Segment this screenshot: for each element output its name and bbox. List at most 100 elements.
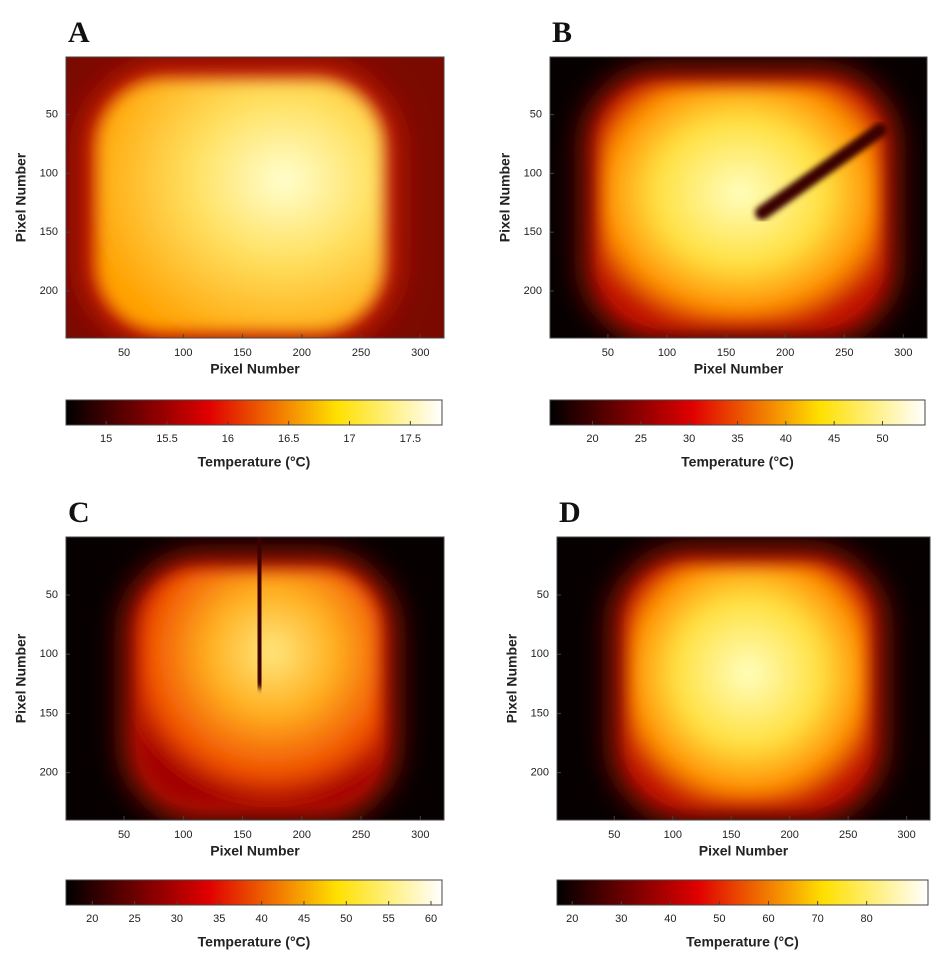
colorbar-tick-label: 45 (298, 913, 310, 925)
y-tick-label: 200 (524, 285, 542, 297)
y-tick-label: 50 (530, 109, 542, 121)
y-axis-label: Pixel Number (13, 633, 29, 723)
colorbar-tick-label: 15 (100, 433, 112, 445)
colorbar-tick-label: 50 (876, 433, 888, 445)
x-tick-label: 50 (118, 829, 130, 841)
heat-blob (628, 565, 868, 805)
x-tick-label: 300 (894, 347, 912, 359)
colorbar-tick-label: 17.5 (400, 433, 421, 445)
y-tick-label: 100 (40, 167, 58, 179)
colorbar-tick-label: 55 (383, 913, 395, 925)
y-tick-label: 200 (40, 285, 58, 297)
colorbar-label: Temperature (°C) (198, 454, 311, 470)
panel-label: C (68, 496, 90, 529)
y-tick-label: 100 (524, 167, 542, 179)
colorbar-label: Temperature (°C) (681, 454, 794, 470)
x-tick-label: 100 (664, 829, 682, 841)
colorbar-tick-label: 30 (683, 433, 695, 445)
colorbar-tick-label: 35 (731, 433, 743, 445)
colorbar-tick-label: 20 (586, 433, 598, 445)
colorbar-tick-label: 30 (171, 913, 183, 925)
x-axis-label: Pixel Number (699, 843, 789, 859)
heatmap-image (557, 537, 930, 820)
colorbar-tick-label: 35 (213, 913, 225, 925)
probe (251, 537, 268, 689)
x-tick-label: 100 (658, 347, 676, 359)
colorbar-tick-label: 60 (762, 913, 774, 925)
x-tick-label: 250 (839, 829, 857, 841)
colorbar-tick-label: 17 (343, 433, 355, 445)
y-axis-label: Pixel Number (504, 633, 520, 723)
x-axis-label: Pixel Number (694, 361, 784, 377)
y-tick-label: 100 (531, 648, 549, 660)
heatmap-image (66, 537, 444, 820)
y-tick-label: 100 (40, 648, 58, 660)
plot-frame (65, 536, 445, 821)
colorbar-tick-label: 30 (615, 913, 627, 925)
y-tick-label: 200 (40, 767, 58, 779)
y-tick-label: 150 (531, 707, 549, 719)
heat-blob (95, 78, 385, 333)
colorbar (549, 399, 926, 426)
y-tick-label: 150 (524, 226, 542, 238)
colorbar (65, 399, 443, 426)
x-tick-label: 200 (781, 829, 799, 841)
probe (755, 123, 887, 220)
y-axis-label: Pixel Number (13, 152, 29, 242)
x-tick-label: 300 (897, 829, 915, 841)
panel-label: D (559, 496, 581, 529)
x-tick-label: 100 (174, 347, 192, 359)
x-tick-label: 100 (174, 829, 192, 841)
x-tick-label: 250 (352, 829, 370, 841)
colorbar-label: Temperature (°C) (198, 934, 311, 950)
panel-label: B (552, 16, 572, 49)
x-tick-label: 200 (776, 347, 794, 359)
colorbar-tick-label: 20 (566, 913, 578, 925)
panel-label: A (68, 16, 90, 49)
x-tick-label: 50 (602, 347, 614, 359)
x-tick-label: 50 (118, 347, 130, 359)
colorbar-tick-label: 16.5 (278, 433, 299, 445)
colorbar-tick-label: 50 (713, 913, 725, 925)
x-tick-label: 250 (835, 347, 853, 359)
x-tick-label: 250 (352, 347, 370, 359)
colorbar-tick-label: 50 (340, 913, 352, 925)
y-tick-label: 150 (40, 707, 58, 719)
y-tick-label: 50 (537, 589, 549, 601)
x-tick-label: 150 (722, 829, 740, 841)
x-tick-label: 50 (608, 829, 620, 841)
x-tick-label: 150 (233, 347, 251, 359)
x-tick-label: 300 (411, 829, 429, 841)
plot-frame (549, 56, 928, 339)
x-tick-label: 150 (233, 829, 251, 841)
colorbar-tick-label: 25 (635, 433, 647, 445)
y-axis-label: Pixel Number (497, 152, 513, 242)
colorbar-tick-label: 80 (861, 913, 873, 925)
y-tick-label: 50 (46, 589, 58, 601)
colorbar-tick-label: 16 (222, 433, 234, 445)
colorbar-tick-label: 60 (425, 913, 437, 925)
x-tick-label: 300 (411, 347, 429, 359)
plot-frame (65, 56, 445, 339)
colorbar-tick-label: 40 (664, 913, 676, 925)
heatmap-image (66, 57, 444, 338)
x-axis-label: Pixel Number (210, 843, 300, 859)
x-tick-label: 200 (293, 829, 311, 841)
colorbar-tick-label: 40 (255, 913, 267, 925)
colorbar-tick-label: 45 (828, 433, 840, 445)
colorbar (65, 879, 443, 906)
x-tick-label: 200 (293, 347, 311, 359)
x-tick-label: 150 (717, 347, 735, 359)
colorbar-tick-label: 20 (86, 913, 98, 925)
colorbar-tick-label: 25 (128, 913, 140, 925)
y-tick-label: 50 (46, 109, 58, 121)
colorbar-tick-label: 40 (780, 433, 792, 445)
y-tick-label: 200 (531, 767, 549, 779)
heat-blob (600, 85, 880, 325)
colorbar (556, 879, 929, 906)
colorbar-tick-label: 70 (811, 913, 823, 925)
colorbar-label: Temperature (°C) (686, 934, 799, 950)
heatmap-image (550, 57, 927, 338)
colorbar-tick-label: 15.5 (156, 433, 177, 445)
